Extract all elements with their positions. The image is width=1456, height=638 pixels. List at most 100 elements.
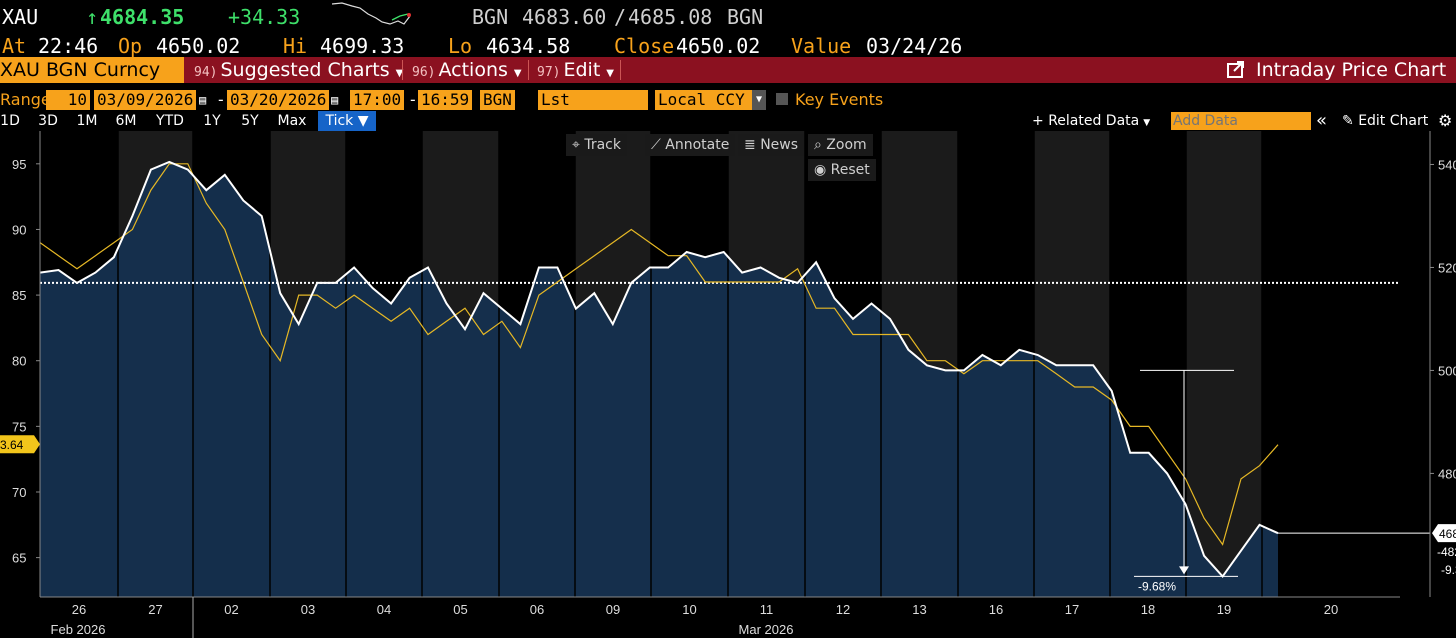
start-time-field[interactable]: 17:00 [350,90,405,110]
low-price: 4634.58 [486,34,571,58]
currency-select[interactable]: Local CCY [655,90,757,110]
bid-price: 4683.60 [522,5,607,29]
source-field[interactable]: BGN [480,90,515,110]
low-label: Lo [448,34,473,58]
collapse-icon[interactable]: « [1316,110,1328,131]
area-fill [40,161,1278,597]
x-axis-tick-label: 17 [1065,602,1079,617]
menu-divider [620,60,621,80]
add-data-input[interactable] [1171,112,1311,130]
suggested-charts-menu[interactable]: 94) Suggested Charts ▼ [194,57,403,83]
annotate-tool[interactable]: ⟋ Annotate [645,134,736,156]
end-date-field[interactable]: 03/20/2026 [227,90,330,110]
x-axis-tick-label: 09 [606,602,620,617]
left-axis-tick-label: 65 [12,551,26,566]
news-icon: ≣ [744,137,761,153]
net-change: +34.33 [228,5,301,29]
interval-field[interactable]: 10 [46,90,90,110]
x-axis-tick-label: 02 [224,602,238,617]
security-field[interactable]: XAU BGN Curncy [0,57,184,83]
range-button-1y[interactable]: 1Y [203,113,221,129]
magnifier-icon: ⌕ [814,137,827,153]
edit-number: 97) [537,65,561,80]
key-events-label: Key Events [795,90,884,109]
key-events-checkbox[interactable] [776,93,788,105]
x-axis-tick-label: 10 [682,602,696,617]
right-axis-tick-label: 5200 [1438,260,1456,275]
menu-bar: XAU BGN Curncy 94) Suggested Charts ▼ 96) A… [0,57,1456,83]
day-band [1186,131,1262,597]
track-label: Track [584,137,621,153]
ticker-symbol: XAU [2,5,39,29]
end-time-field[interactable]: 16:59 [418,90,473,110]
ask-source: BGN [727,5,764,29]
chevron-down-icon: ▼ [1143,118,1151,128]
chevron-down-icon[interactable]: ▼ [752,90,766,110]
field-select[interactable]: Lst Trd/Lst P [538,90,648,110]
range-button-3d[interactable]: 3D [38,113,58,129]
right-axis-tick-label: 5000 [1438,363,1456,378]
x-axis-tick-label: 11 [760,602,774,617]
left-axis-tick-label: 80 [12,354,26,369]
value-date: 03/24/26 [866,34,963,58]
price-chart[interactable]: -9.68% 95 90 85 80 75 70 65 3.64 5400 5200 5000 4800… [0,131,1456,638]
sparkline-icon [331,2,411,25]
range-button-1d[interactable]: 1D [0,113,20,129]
last-price: 4684.35 [100,5,185,29]
x-axis-tick-label: 13 [912,602,926,617]
calendar-icon[interactable]: ▤ [199,93,207,107]
plus-icon: + [1032,113,1049,129]
left-axis-tick-label: 70 [12,485,26,500]
menu-divider [402,60,403,80]
news-tool[interactable]: ≣ News [738,134,805,156]
annotate-label: Annotate [665,137,730,153]
calendar-icon[interactable]: ▤ [331,93,339,107]
menu-divider [528,60,529,80]
bid-ask-separator: / [614,5,627,29]
x-axis-tick-label: 05 [453,602,467,617]
edit-menu[interactable]: 97) Edit ▼ [537,57,614,83]
track-tool[interactable]: ⌖ Track [566,134,627,156]
gear-icon[interactable]: ⚙ [1438,111,1453,130]
right-value-marker-label: 4684.3 [1439,527,1456,541]
drawdown-label: -9.68% [1138,579,1176,593]
related-data-button[interactable]: + Related Data ▼ [1032,111,1150,131]
x-axis-tick-label: 03 [301,602,315,617]
left-axis-tick-label: 85 [12,288,26,303]
start-date-field[interactable]: 03/09/2026 [94,90,197,110]
right-percent-label: -9.34 [1441,563,1456,577]
reset-tool[interactable]: ◉ Reset [808,159,876,181]
actions-number: 96) [412,65,436,80]
range-button-max[interactable]: Max [277,113,307,129]
open-price: 4650.02 [156,34,241,58]
intraday-price-chart-title[interactable]: Intraday Price Chart [1226,57,1446,83]
range-button-6m[interactable]: 6M [115,113,137,129]
left-value-marker-label: 3.64 [0,438,24,452]
range-button-ytd[interactable]: YTD [156,113,184,129]
actions-label: Actions [438,59,508,81]
day-band [1262,131,1400,597]
tick-button[interactable]: Tick ▼ [318,111,376,131]
value-label: Value [791,34,852,58]
date-range-dash: - [216,90,226,109]
high-price: 4699.33 [320,34,405,58]
zoom-label: Zoom [826,137,867,153]
range-label: Range [0,90,51,109]
edit-chart-button[interactable]: ✎ Edit Chart [1342,111,1428,131]
edit-label: Edit [563,59,601,81]
up-arrow-icon: ↑ [86,5,99,29]
series-line-yellow [39,163,1279,546]
range-button-1m[interactable]: 1M [76,113,98,129]
x-axis-tick-label: 12 [836,602,850,617]
x-axis-tick-label: 19 [1217,602,1231,617]
zoom-tool[interactable]: ⌕ Zoom [808,134,873,156]
actions-menu[interactable]: 96) Actions ▼ [412,57,522,83]
chevron-down-icon: ▼ [606,68,614,79]
range-button-5y[interactable]: 5Y [241,113,259,129]
ask-price: 4685.08 [628,5,713,29]
pencil-icon: ✎ [1342,113,1359,129]
chevron-down-icon: ▼ [513,68,522,79]
popout-icon [1227,61,1244,78]
open-label: Op [118,34,143,58]
close-label: Close [614,34,675,58]
